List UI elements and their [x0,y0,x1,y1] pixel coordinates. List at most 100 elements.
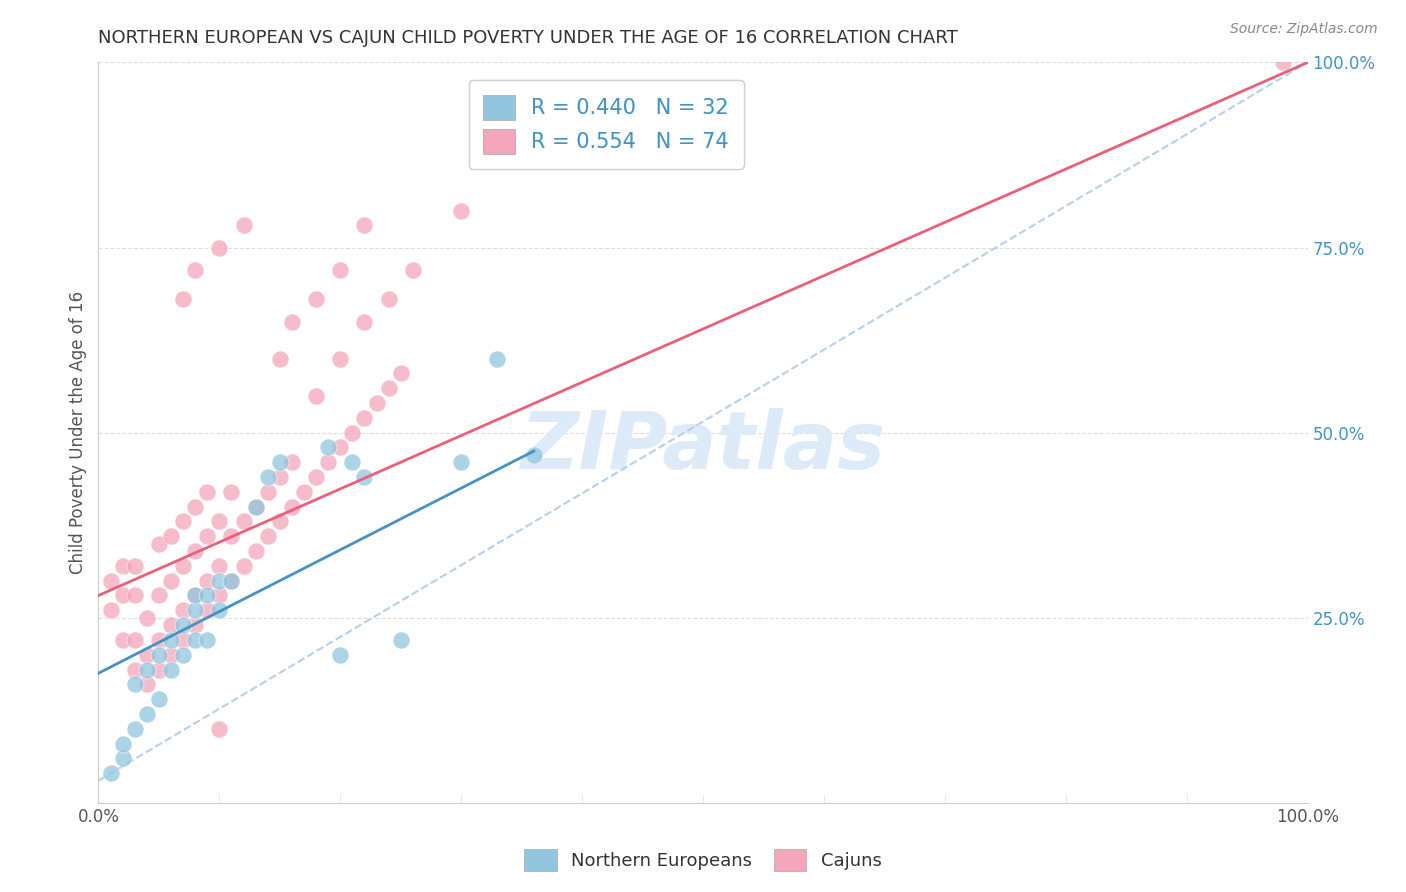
Point [366,396,388,410]
Point [245,500,267,514]
Text: Source: ZipAtlas.com: Source: ZipAtlas.com [1230,22,1378,37]
Point [221,484,243,499]
Point [329,441,352,455]
Point [232,558,254,573]
Point [111,632,134,647]
Point [329,351,352,366]
Point [256,529,278,543]
Point [450,203,472,218]
Point [100,574,122,588]
Point [208,722,231,736]
Point [245,500,267,514]
Point [195,484,218,499]
Point [486,351,509,366]
Point [195,632,218,647]
Point [269,351,291,366]
Point [184,589,207,603]
Point [329,262,352,277]
Point [111,737,134,751]
Legend: R = 0.440   N = 32, R = 0.554   N = 74: R = 0.440 N = 32, R = 0.554 N = 74 [470,80,744,169]
Point [232,219,254,233]
Point [184,632,207,647]
Point [353,314,375,328]
Point [221,574,243,588]
Point [172,558,194,573]
Point [269,455,291,469]
Point [172,618,194,632]
Point [160,618,183,632]
Point [135,610,157,624]
Point [148,632,170,647]
Point [148,663,170,677]
Point [124,677,146,691]
Point [208,589,231,603]
Point [124,722,146,736]
Point [100,766,122,780]
Point [208,558,231,573]
Point [269,470,291,484]
Point [184,618,207,632]
Point [377,381,399,395]
Point [111,751,134,765]
Point [353,219,375,233]
Point [124,663,146,677]
Point [195,529,218,543]
Point [208,603,231,617]
Point [305,388,328,402]
Point [316,441,339,455]
Point [389,367,412,381]
Point [148,536,170,550]
Point [269,515,291,529]
Point [135,706,157,721]
Point [172,648,194,662]
Point [124,589,146,603]
Point [184,603,207,617]
Point [329,648,352,662]
Point [256,484,278,499]
Point [160,529,183,543]
Point [342,425,364,440]
Point [172,293,194,307]
Point [256,470,278,484]
Point [195,603,218,617]
Point [305,293,328,307]
Point [135,663,157,677]
Point [100,603,122,617]
Point [208,240,231,255]
Point [135,677,157,691]
Point [208,515,231,529]
Point [195,574,218,588]
Point [353,470,375,484]
Text: NORTHERN EUROPEAN VS CAJUN CHILD POVERTY UNDER THE AGE OF 16 CORRELATION CHART: NORTHERN EUROPEAN VS CAJUN CHILD POVERTY… [98,29,957,47]
Point [184,262,207,277]
Point [353,410,375,425]
Point [124,558,146,573]
Point [172,632,194,647]
Point [221,529,243,543]
Point [184,544,207,558]
Y-axis label: Child Poverty Under the Age of 16: Child Poverty Under the Age of 16 [69,291,87,574]
Point [111,589,134,603]
Point [450,455,472,469]
Point [148,692,170,706]
Point [281,455,304,469]
Point [402,262,425,277]
Point [232,515,254,529]
Point [377,293,399,307]
Point [111,558,134,573]
Point [160,574,183,588]
Point [1272,55,1295,70]
Point [160,648,183,662]
Point [148,648,170,662]
Point [148,589,170,603]
Point [124,632,146,647]
Point [208,574,231,588]
Point [184,589,207,603]
Point [195,589,218,603]
Point [160,632,183,647]
Point [342,455,364,469]
Point [281,500,304,514]
Text: ZIPatlas: ZIPatlas [520,409,886,486]
Point [135,648,157,662]
Point [389,632,412,647]
